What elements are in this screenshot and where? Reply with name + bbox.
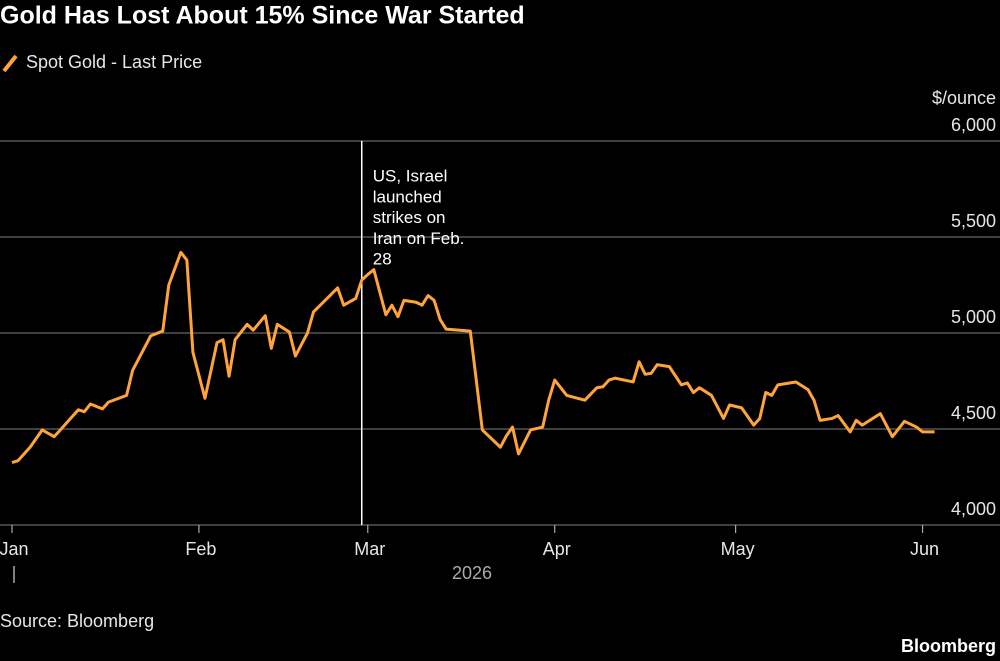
y-tick-label: 5,500 (951, 211, 996, 231)
source: Source: Bloomberg (0, 611, 154, 631)
x-tick-label: Feb (185, 539, 216, 559)
chart-title: Gold Has Lost About 15% Since War Starte… (0, 2, 525, 30)
x-tick-label: May (721, 539, 755, 559)
y-axis-label: $/ounce (932, 88, 996, 108)
x-axis-label: 2026 (452, 563, 492, 583)
y-tick-label: 5,000 (951, 307, 996, 327)
annotation-text: US, Israel (373, 166, 448, 185)
plot: 4,000 4,500 5,000 5,500 6,000 Jan Feb Mar Apr May… (0, 115, 1000, 559)
y-tick-label: 4,000 (951, 499, 996, 519)
legend-swatch (2, 54, 18, 73)
brand: Bloomberg (901, 636, 996, 656)
annotation-text: Iran on Feb. (373, 229, 465, 248)
y-tick-label: 6,000 (951, 115, 996, 135)
legend-label: Spot Gold - Last Price (26, 52, 202, 72)
x-tick-label: Mar (354, 539, 385, 559)
annotation-text: 28 (373, 250, 392, 269)
x-tick-label: Apr (543, 539, 571, 559)
x-tick-label: Jan (0, 539, 29, 559)
annotation-text: strikes on (373, 208, 446, 227)
price-line (11, 250, 935, 465)
y-tick-label: 4,500 (951, 403, 996, 423)
x-tick-label: Jun (910, 539, 939, 559)
annotation-text: launched (373, 187, 442, 206)
